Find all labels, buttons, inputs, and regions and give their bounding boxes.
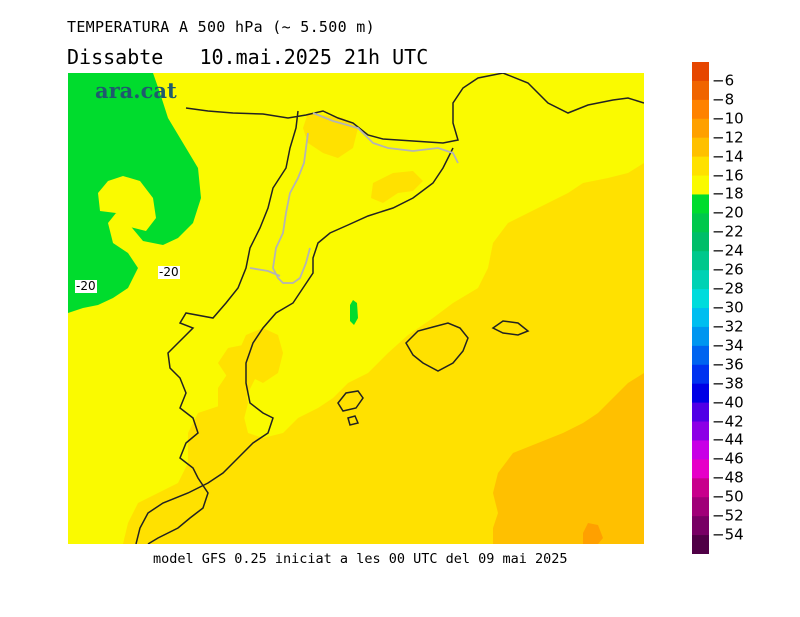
colorbar-swatch — [692, 421, 709, 441]
warm-spot-minus14 — [583, 523, 603, 544]
warm-band-inland — [238, 113, 423, 383]
colorbar-label: −18 — [712, 184, 744, 203]
colorbar-swatch — [692, 156, 709, 177]
colorbar-swatch — [692, 213, 709, 233]
temperature-map — [68, 73, 644, 544]
colorbar-swatch — [692, 80, 709, 101]
colorbar-labels: −6 −8 −10 −12 −14 −16 −18 −20 −22 −24 −26 −28 −30 −32… — [712, 62, 792, 554]
colorbar-label: −20 — [712, 203, 744, 222]
brand-logo: ara.cat — [95, 78, 177, 103]
colorbar-swatch — [692, 194, 709, 214]
colorbar-label: −10 — [712, 109, 744, 128]
colorbar-swatch — [692, 478, 709, 498]
model-info: model GFS 0.25 iniciat a les 00 UTC del … — [153, 551, 568, 567]
colorbar-swatch — [692, 497, 709, 517]
colorbar-label: −30 — [712, 298, 744, 317]
colorbar-swatch — [692, 345, 709, 366]
chart-title: TEMPERATURA A 500 hPa (~ 5.500 m) — [67, 18, 375, 36]
colorbar-swatch — [692, 251, 709, 271]
warm-band-minus16 — [123, 163, 644, 544]
contour-label-1: -20 — [158, 265, 180, 279]
warm-band-west — [218, 373, 248, 433]
colorbar-label: −42 — [712, 412, 744, 431]
colorbar-swatch — [692, 459, 709, 479]
temperature-colorbar — [692, 62, 709, 554]
colorbar-label: −8 — [712, 90, 735, 109]
coastline — [135, 73, 644, 544]
colorbar-label: −46 — [712, 449, 744, 468]
colorbar-swatch — [692, 516, 709, 536]
colorbar-label: −28 — [712, 279, 744, 298]
colorbar-swatch — [692, 364, 709, 385]
colorbar-swatch — [692, 383, 709, 404]
island-ibiza — [337, 390, 364, 426]
island-mallorca — [405, 322, 469, 372]
colorbar-swatch — [692, 440, 709, 460]
colorbar-swatch — [692, 99, 709, 120]
colorbar-swatch — [692, 326, 709, 347]
colorbar-label: −26 — [712, 260, 744, 279]
colorbar-swatch — [692, 402, 709, 423]
colorbar-label: −24 — [712, 241, 744, 260]
colorbar-label: −38 — [712, 374, 744, 393]
colorbar-swatch — [692, 232, 709, 252]
warm-band-minus14 — [493, 373, 644, 544]
colorbar-swatch — [692, 62, 709, 82]
colorbar-swatch — [692, 118, 709, 139]
colorbar-label: −36 — [712, 355, 744, 374]
colorbar-swatch — [692, 308, 709, 328]
colorbar-label: −48 — [712, 468, 744, 487]
colorbar-label: −16 — [712, 166, 744, 185]
colorbar-swatch — [692, 289, 709, 309]
colorbar-label: −40 — [712, 393, 744, 412]
colorbar-label: −52 — [712, 506, 744, 525]
colorbar-swatch — [692, 175, 709, 195]
colorbar-swatch — [692, 137, 709, 158]
border-lines — [249, 112, 459, 284]
cold-hole — [98, 176, 156, 231]
contour-label-2: -20 — [75, 279, 97, 293]
colorbar-label: −54 — [712, 525, 744, 544]
colorbar-label: −6 — [712, 71, 735, 90]
date-line: Dissabte 10.mai.2025 21h UTC — [67, 45, 429, 69]
colorbar-label: −44 — [712, 430, 744, 449]
colorbar-label: −50 — [712, 487, 744, 506]
colorbar-label: −34 — [712, 336, 744, 355]
island-menorca — [491, 320, 530, 336]
colorbar-label: −22 — [712, 222, 744, 241]
colorbar-swatch — [692, 270, 709, 290]
colorbar-label: −12 — [712, 128, 744, 147]
cold-spot-minus20 — [350, 300, 358, 325]
colorbar-label: −14 — [712, 147, 744, 166]
colorbar-label: −32 — [712, 317, 744, 336]
colorbar-swatch — [692, 535, 709, 554]
